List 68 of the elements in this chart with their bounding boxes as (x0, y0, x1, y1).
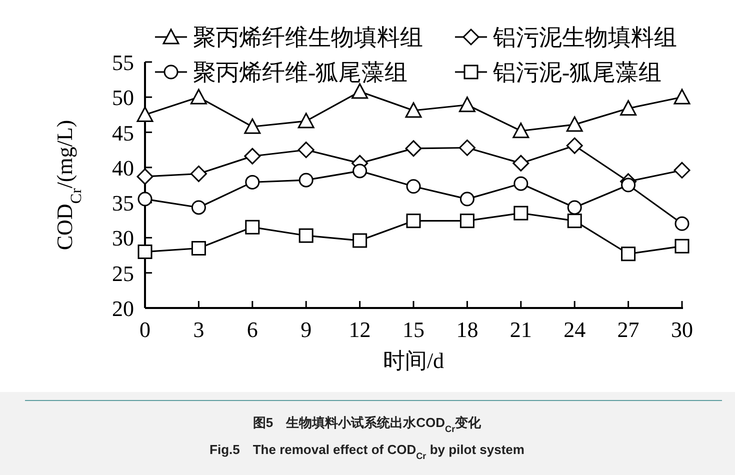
point (567, 214, 582, 228)
x-tick-label: 30 (671, 317, 693, 342)
point (621, 246, 636, 262)
x-tick-label: 9 (300, 317, 312, 342)
point (298, 112, 314, 128)
point (514, 206, 528, 220)
point (406, 179, 421, 194)
annotation: 图5 生物填料小试系统出水COD$_{Cr}$变化 (252, 415, 482, 434)
point (566, 137, 583, 154)
point (512, 122, 530, 138)
y-tick-label: 35 (112, 190, 134, 216)
x-tick-label: 15 (402, 317, 424, 342)
point (136, 168, 154, 185)
point (136, 106, 154, 122)
annotation: Fig.5 The removal effect of COD$_{Cr}$ by pilot system (210, 442, 524, 461)
legend-label: 聚丙烯纤维生物填料组 (193, 25, 423, 50)
point (244, 118, 261, 134)
point (298, 172, 314, 188)
x-tick-label: 27 (617, 317, 640, 342)
point (674, 88, 690, 104)
point (298, 228, 314, 243)
point (674, 162, 690, 178)
point (567, 200, 582, 215)
point (245, 174, 260, 190)
legend-label: 铝污泥生物填料组 (492, 25, 677, 50)
x-tick-label: 18 (456, 317, 478, 342)
point (138, 244, 152, 260)
y-tick-label: 55 (112, 50, 134, 75)
point (458, 96, 476, 112)
x-tick-label: 3 (193, 317, 204, 342)
point (191, 200, 206, 215)
point (460, 192, 474, 206)
x-axis-title: 时间/d (382, 348, 444, 373)
x-tick-label: 21 (510, 317, 532, 342)
point (512, 154, 530, 172)
point (460, 214, 474, 228)
y-tick-label: 30 (112, 226, 134, 251)
point (674, 216, 690, 231)
y-tick-label: 40 (112, 155, 134, 180)
point (244, 148, 261, 164)
x-tick-label: 0 (140, 317, 150, 342)
point (298, 142, 314, 158)
point (406, 214, 421, 228)
point (566, 116, 583, 132)
point (352, 233, 368, 248)
point (405, 102, 422, 118)
point (458, 140, 476, 156)
point (621, 178, 636, 192)
point (245, 220, 260, 234)
y-tick-label: 50 (112, 85, 134, 110)
y-tick-label: 20 (112, 296, 134, 321)
y-tick-label: 45 (112, 120, 134, 146)
x-tick-label: 12 (348, 317, 371, 342)
x-tick-label: 24 (564, 317, 586, 342)
point (138, 192, 152, 206)
point (405, 140, 422, 157)
point (674, 238, 690, 254)
legend-label: 铝污泥-狐尾藻组 (492, 60, 662, 85)
point (190, 166, 207, 182)
y-tick-label: 25 (112, 260, 134, 286)
x-tick-label: 6 (246, 317, 258, 342)
point (352, 83, 368, 99)
point (191, 241, 206, 256)
point (514, 176, 528, 191)
point (620, 100, 637, 116)
point (352, 164, 368, 178)
point (190, 88, 207, 104)
legend-label: 聚丙烯纤维-狐尾藻组 (193, 60, 408, 85)
